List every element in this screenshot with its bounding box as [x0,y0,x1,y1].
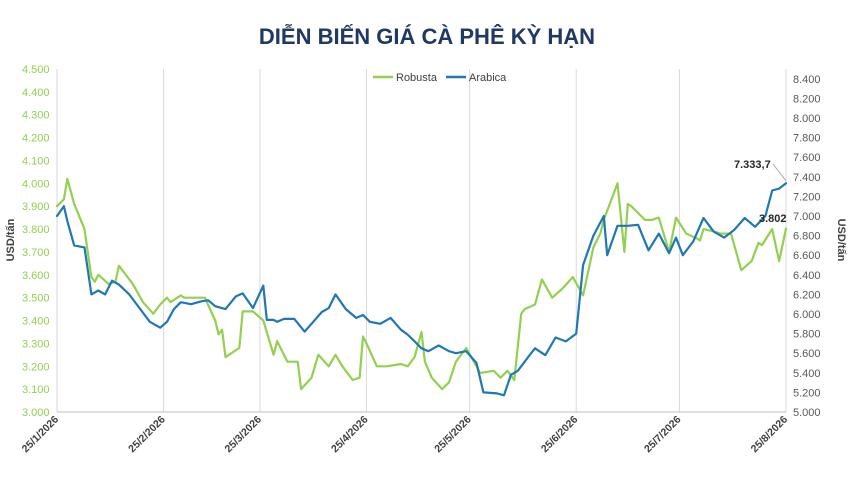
y-left-tick-label: 3.400 [22,316,50,328]
y-right-tick-label: 6.000 [793,309,821,321]
y-right-tick-label: 8.200 [793,93,821,105]
grid [56,69,787,412]
y-right-tick-label: 7.600 [793,152,821,164]
y-right-tick-label: 7.800 [793,133,821,145]
legend-label-robusta: Robusta [396,72,438,84]
y-right-tick-label: 6.800 [793,231,821,243]
y-right-tick-label: 5.000 [793,407,821,419]
series-line-arabica [55,182,788,397]
y-right-tick-label: 6.600 [793,250,821,262]
series-line-robusta [55,177,788,391]
y-right-tick-label: 8.400 [793,74,821,86]
y-left-tick-label: 4.000 [22,178,50,190]
y-left-tick-label: 3.500 [22,293,50,305]
y-right-tick-label: 6.400 [793,270,821,282]
y-right-tick-label: 6.200 [793,289,821,301]
legend: Robusta Arabica [373,72,507,84]
y-left-tick-label: 4.400 [22,87,50,99]
x-tick-label: 25/3/2026 [222,414,264,456]
x-tick-label: 25/6/2026 [539,414,581,456]
y-left-tick-label: 4.500 [22,64,50,76]
y-left-tick-label: 3.000 [22,407,50,419]
y-axis-left-label: USD/tấn [5,218,17,261]
annotation-arabica-last: 7.333,7 [734,159,771,171]
y-left-tick-label: 3.100 [22,384,50,396]
y-left-tick-label: 4.200 [22,133,50,145]
x-tick-label: 25/2/2026 [126,414,168,456]
y-left-tick-label: 4.100 [22,155,50,167]
x-tick-label: 25/4/2026 [329,414,371,456]
y-right-tick-label: 7.400 [793,172,821,184]
y-right-tick-label: 5.600 [793,348,821,360]
x-tick-label: 25/5/2026 [432,414,474,456]
x-tick-label: 25/1/2026 [20,414,62,456]
y-right-tick-label: 5.800 [793,329,821,341]
y-right-tick-label: 8.000 [793,113,821,125]
x-axis-ticks: 25/1/2026 25/2/2026 25/3/2026 25/4/2026 25/5… [20,414,791,456]
y-right-tick-label: 5.400 [793,368,821,380]
y-right-tick-label: 7.000 [793,211,821,223]
y-right-tick-label: 5.200 [793,387,821,399]
chart-title: DIỄN BIẾN GIÁ CÀ PHÊ KỲ HẠN [259,23,595,49]
y-left-tick-label: 3.200 [22,361,50,373]
y-left-tick-label: 3.900 [22,201,50,213]
x-tick-label: 25/8/2026 [749,414,791,456]
left-axis-ticks: 3.000 3.100 3.200 3.300 3.400 3.500 3.600 3.700… [22,64,50,419]
x-tick-label: 25/7/2026 [642,414,684,456]
annotation-leader-arabica [772,163,787,182]
y-left-tick-label: 3.600 [22,270,50,282]
y-left-tick-label: 4.300 [22,110,50,122]
y-right-tick-label: 7.200 [793,191,821,203]
annotations: 7.333,7 3.802 [734,159,787,225]
y-axis-right-label: USD/tấn [835,219,847,262]
y-left-tick-label: 3.300 [22,338,50,350]
annotation-robusta-last: 3.802 [759,213,787,225]
series-layer [55,177,788,397]
legend-label-arabica: Arabica [469,72,507,84]
right-axis-ticks: 5.000 5.200 5.400 5.600 5.800 6.000 6.200 6.400… [793,74,821,419]
y-left-tick-label: 3.800 [22,224,50,236]
y-left-tick-label: 3.700 [22,247,50,259]
